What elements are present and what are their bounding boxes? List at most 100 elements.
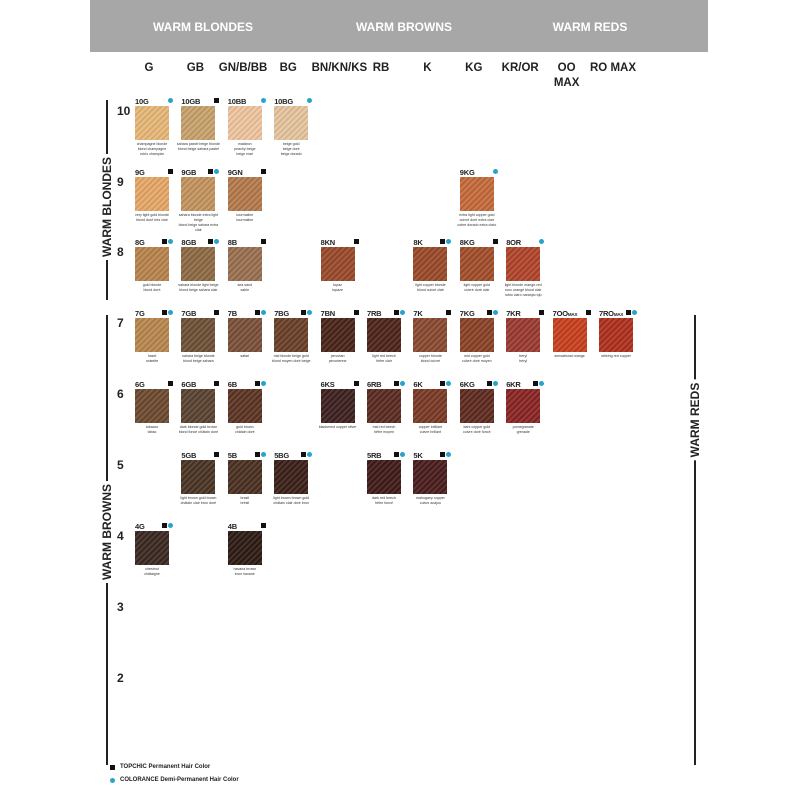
swatch — [181, 389, 216, 423]
column-header: GN/B/BB — [218, 62, 268, 74]
shade-caption: sea sand sable — [222, 283, 268, 293]
shade-code: 7G — [135, 309, 145, 318]
colorance-dot-icon — [260, 310, 266, 315]
shade-code: 7KG — [459, 309, 475, 318]
level-label: 3 — [117, 600, 124, 614]
shade-caption: topaz topaze — [315, 283, 361, 293]
shade-code: 6KS — [320, 380, 335, 389]
shade-code: 9KG — [459, 168, 475, 177]
topchic-square-icon — [301, 310, 307, 315]
topchic-square-icon — [394, 452, 399, 457]
shade-caption: light brown gold brown châtain clair brun… — [175, 496, 221, 506]
shade-code: 8KN — [320, 238, 336, 247]
caption-line: châtaigne — [144, 572, 160, 576]
caption-line: peachy beige — [234, 147, 256, 151]
shade-code: 4G — [135, 522, 145, 531]
level-label: 4 — [117, 529, 124, 543]
swatch — [367, 389, 401, 423]
shade-code: 8KG — [459, 238, 475, 247]
swatch — [552, 318, 587, 352]
swatch — [274, 318, 309, 352]
shade-caption: copper brilliant cuivre brillant — [407, 425, 453, 435]
caption-line: cuivré doré moyen — [462, 359, 492, 363]
swatch — [459, 389, 494, 423]
shade-code: 6GB — [181, 380, 197, 389]
shade-code: 7ROMAX — [599, 309, 624, 318]
column-header: GB — [186, 62, 205, 74]
caption-line: châtain doré — [234, 430, 255, 434]
swatch — [181, 106, 216, 140]
topchic-square-icon — [254, 452, 260, 457]
topchic-square-icon — [208, 169, 214, 174]
caption-line: tourmaline — [236, 218, 254, 222]
shade-caption: gold blonde blond doré — [129, 283, 175, 293]
swatch — [227, 247, 262, 281]
colorance-dot-icon — [307, 310, 313, 315]
shade-caption: hazel noisette — [129, 354, 175, 364]
topchic-square-icon — [214, 310, 220, 315]
caption-line: copper blonde — [419, 354, 442, 358]
column-header: KR/OR — [501, 62, 539, 74]
caption-line: blond beige sahara clair — [179, 288, 218, 292]
topchic-square-icon — [486, 381, 492, 386]
caption-line: blackened copper silver — [318, 425, 357, 429]
shade-caption: sahara pastel beige blonde blond beige sa… — [175, 142, 221, 152]
topchic-square-icon — [260, 523, 266, 528]
shade-code: 6G — [135, 380, 145, 389]
caption-line: dark copper gold — [463, 425, 491, 429]
caption-line: blond doré très clair — [136, 218, 168, 222]
caption-line: rubio champán — [140, 152, 164, 156]
colorance-dot-icon — [214, 239, 220, 244]
topchic-square-icon — [353, 310, 359, 315]
colorance-dot-icon — [260, 98, 266, 103]
swatch — [135, 389, 169, 423]
level-label: 10 — [117, 104, 131, 118]
shade-caption: malabon peachy beige beige rosé — [222, 142, 268, 157]
caption-line: sensational orange — [554, 354, 585, 358]
shade-caption: sahara blonde extra light beige blond bei… — [175, 213, 221, 233]
caption-line: hêtre moyen — [374, 430, 394, 434]
shade-caption: striking red copper — [593, 354, 639, 359]
topchic-square-icon — [260, 169, 266, 174]
shade-code: 6B — [227, 380, 237, 389]
swatch — [459, 177, 494, 211]
swatch — [506, 318, 541, 352]
swatch — [227, 318, 262, 352]
swatch — [227, 460, 262, 494]
shade-code: 8B — [227, 238, 237, 247]
caption-line: hêtre clair — [376, 359, 392, 363]
colorance-dot-icon — [214, 169, 220, 174]
level-label: 2 — [117, 671, 124, 685]
colorance-dot-icon — [168, 239, 173, 244]
colorance-dot-icon — [168, 523, 173, 528]
swatch — [135, 106, 169, 140]
caption-line: topaze — [332, 288, 343, 292]
caption-line: peruvian — [330, 354, 345, 358]
caption-line: mid copper gold — [464, 354, 490, 358]
level-label: 5 — [117, 458, 124, 472]
swatch — [506, 389, 541, 423]
caption-line: blond beige sahara extra clair — [178, 223, 219, 232]
caption-line: dark red beech — [372, 496, 396, 500]
caption-line: sahara blonde extra light beige — [178, 213, 219, 222]
caption-line: cuivre doré foncé — [463, 430, 491, 434]
caption-line: roux orangé blond clair — [504, 288, 542, 292]
caption-line: blond cuivré — [420, 359, 441, 363]
shade-caption: mid red beech hêtre moyen — [361, 425, 407, 435]
colorance-dot-icon — [400, 310, 405, 315]
shade-code: 5BG — [274, 451, 290, 460]
caption-line: cuivre brillant — [419, 430, 441, 434]
topchic-square-icon — [214, 381, 220, 386]
topchic-square-icon — [208, 239, 214, 244]
caption-line: hazel — [147, 354, 157, 358]
shade-caption: beige gold beige doré beige dorado — [268, 142, 314, 157]
swatch — [413, 389, 448, 423]
caption-line: tourmaline — [236, 213, 254, 217]
swatch — [599, 318, 633, 352]
header-band — [90, 0, 708, 52]
column-header: BG — [279, 62, 297, 74]
colorance-dot-icon — [446, 239, 452, 244]
swatch — [181, 247, 216, 281]
topchic-square-icon — [533, 381, 539, 386]
shade-code: 5RB — [367, 451, 382, 460]
